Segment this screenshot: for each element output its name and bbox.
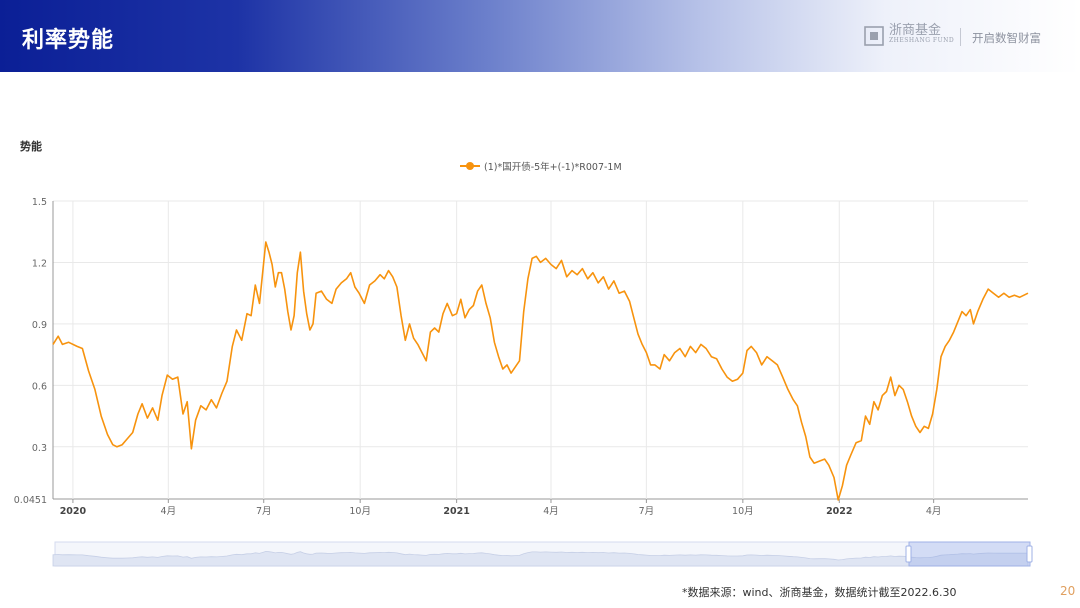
x-tick-label: 10月: [349, 506, 371, 517]
y-tick-label: 0.9: [32, 320, 47, 331]
legend-dot-icon: [466, 162, 474, 170]
zoom-handle-left[interactable]: [905, 545, 912, 563]
x-tick-label: 2021: [443, 506, 469, 517]
logo-name-en: ZHESHANG FUND: [889, 37, 955, 44]
x-tick-label: 4月: [543, 506, 559, 517]
slide-title: 利率势能: [22, 28, 115, 53]
zoom-selected-window[interactable]: [908, 541, 1031, 567]
logo-name-cn: 浙商基金: [889, 23, 942, 38]
company-logo: 浙商基金 ZHESHANG FUND: [864, 23, 955, 46]
chart-section-label: 势能: [20, 140, 42, 153]
x-tick-label: 4月: [926, 506, 942, 517]
zoom-preview-area: [52, 550, 1029, 567]
series-line: [52, 241, 1029, 501]
source-footnote: *数据来源：wind、浙商基金，数据统计截至2022.6.30: [682, 586, 957, 599]
y-tick-label: 0.3: [32, 443, 47, 454]
x-tick-label: 7月: [256, 506, 272, 517]
logo-divider: [960, 28, 961, 46]
page-number: 20: [1060, 584, 1076, 598]
x-tick-label: 7月: [639, 506, 655, 517]
x-tick-label: 2022: [826, 506, 852, 517]
y-tick-label: 0.0451: [14, 495, 47, 506]
legend-label[interactable]: (1)*国开债-5年+(-1)*R007-1M: [484, 161, 622, 173]
x-tick-label: 10月: [732, 506, 754, 517]
slogan: 开启数智财富: [972, 31, 1041, 45]
x-tick-label: 4月: [161, 506, 177, 517]
y-tick-label: 0.6: [32, 381, 47, 392]
logo-mark-icon: [864, 26, 884, 46]
y-tick-label: 1.5: [32, 197, 47, 208]
zoom-handle-right[interactable]: [1026, 545, 1033, 563]
line-chart: 0.0451 0.3 0.6 0.9 1.2 1.5 2020 4月 7月 10月 2021 4月 7月…: [14, 161, 1033, 567]
y-tick-label: 1.2: [32, 258, 47, 269]
x-tick-label: 2020: [60, 506, 87, 517]
header-bar: 利率势能 浙商基金 ZHESHANG FUND 开启数智财富: [0, 0, 1080, 72]
